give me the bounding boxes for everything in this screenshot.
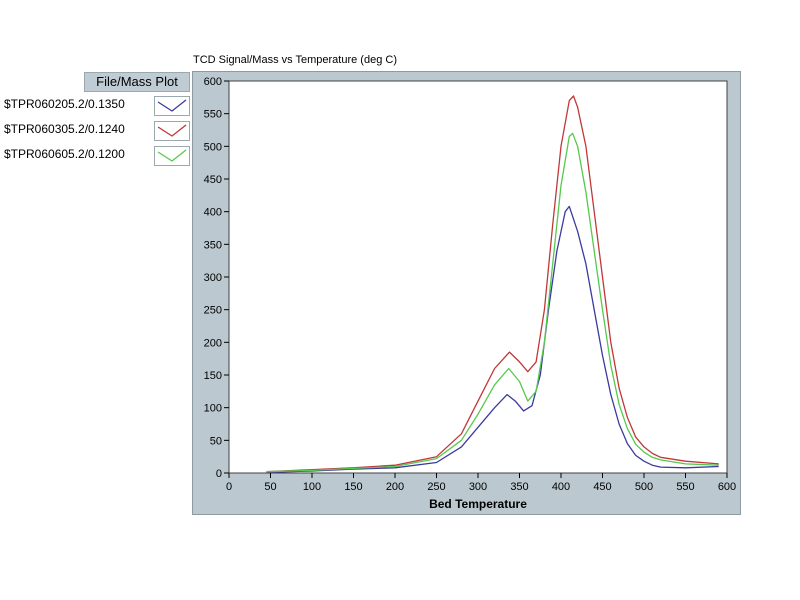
y-tick-label: 100 [204,403,222,415]
y-tick-label: 200 [204,337,222,349]
legend-glyph [157,99,187,112]
y-tick-label: 300 [204,272,222,284]
y-tick-label: 400 [204,207,222,219]
x-tick-label: 400 [552,481,570,493]
series-line-2 [266,95,719,473]
x-tick-label: 150 [344,481,362,493]
x-tick-label: 100 [303,481,321,493]
y-tick-label: 550 [204,109,222,121]
y-tick-label: 0 [216,468,222,480]
y-tick-label: 150 [204,370,222,382]
x-tick-label: 600 [718,481,736,493]
y-tick-label: 500 [204,141,222,153]
chart-title: TCD Signal/Mass vs Temperature (deg C) [193,54,397,66]
x-tick-label: 350 [510,481,528,493]
x-axis: 0 50 100 150 200 250 300 350 400 450 500 550 600 [226,473,736,493]
legend-label-1: $TPR060205.2/0.1350 [4,97,125,111]
y-tick-label: 250 [204,305,222,317]
y-axis: 0 50 100 150 200 250 300 350 400 450 500 550 600 [204,76,229,480]
legend-swatch-3 [154,146,190,166]
y-tick-label: 450 [204,174,222,186]
series-line-3 [266,132,719,473]
x-tick-label: 50 [264,481,276,493]
legend-label-3: $TPR060605.2/0.1200 [4,147,125,161]
x-tick-label: 500 [635,481,653,493]
legend-swatch-2 [154,121,190,141]
x-tick-label: 0 [226,481,232,493]
x-tick-label: 450 [593,481,611,493]
legend-glyph [157,149,187,162]
x-tick-label: 250 [427,481,445,493]
series-line-1 [266,205,719,473]
legend-header: File/Mass Plot [84,72,190,92]
y-tick-label: 600 [204,76,222,88]
y-tick-label: 50 [210,435,222,447]
x-tick-label: 200 [386,481,404,493]
series-lines [266,95,719,473]
y-tick-label: 350 [204,239,222,251]
legend-glyph [157,124,187,137]
legend-swatch-1 [154,96,190,116]
plot-area [228,80,728,474]
x-tick-label: 550 [676,481,694,493]
x-tick-label: 300 [469,481,487,493]
x-axis-label: Bed Temperature [429,497,527,511]
legend-label-2: $TPR060305.2/0.1240 [4,122,125,136]
